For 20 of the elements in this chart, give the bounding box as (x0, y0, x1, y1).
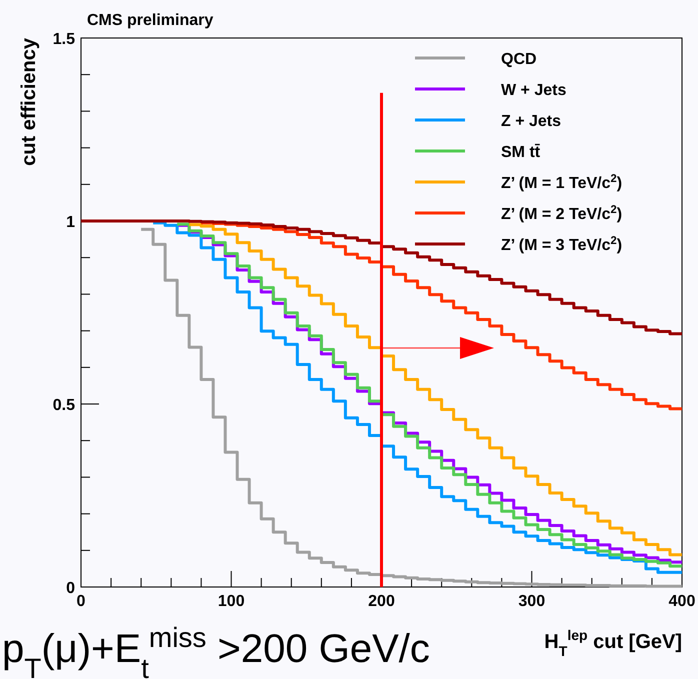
y-axis-title: cut efficiency (18, 37, 40, 166)
y-tick-label: 1 (66, 214, 76, 231)
x-tick-label: 400 (668, 593, 696, 610)
legend-label: SM tt̄ (501, 144, 541, 161)
x-tick-label: 300 (518, 593, 546, 610)
y-tick-label: 1.5 (52, 31, 76, 48)
x-tick-label: 200 (368, 593, 395, 610)
x-tick-label: 0 (76, 593, 86, 610)
legend-label: Z’ (M = 1 TeV/c$^{2}$) (501, 173, 622, 192)
text: p$_{T}$(μ)+E$_{t}$$^{miss}$ >200 GeV/c (2, 622, 430, 679)
legend-label: Z’ (M = 2 TeV/c$^{2}$) (501, 204, 622, 223)
chart-title: CMS preliminary (87, 12, 214, 29)
x-axis-title: H$_{T}$$^{lep}$ cut [GeV] (544, 627, 682, 659)
legend-label: Z + Jets (501, 113, 562, 130)
y-tick-label: 0 (66, 580, 76, 597)
legend-label: QCD (501, 51, 537, 68)
legend-label: Z’ (M = 3 TeV/c$^{2}$) (501, 235, 622, 254)
y-tick-label: 0.5 (52, 397, 76, 414)
legend-label: W + Jets (501, 82, 566, 99)
x-tick-label: 100 (218, 593, 245, 610)
